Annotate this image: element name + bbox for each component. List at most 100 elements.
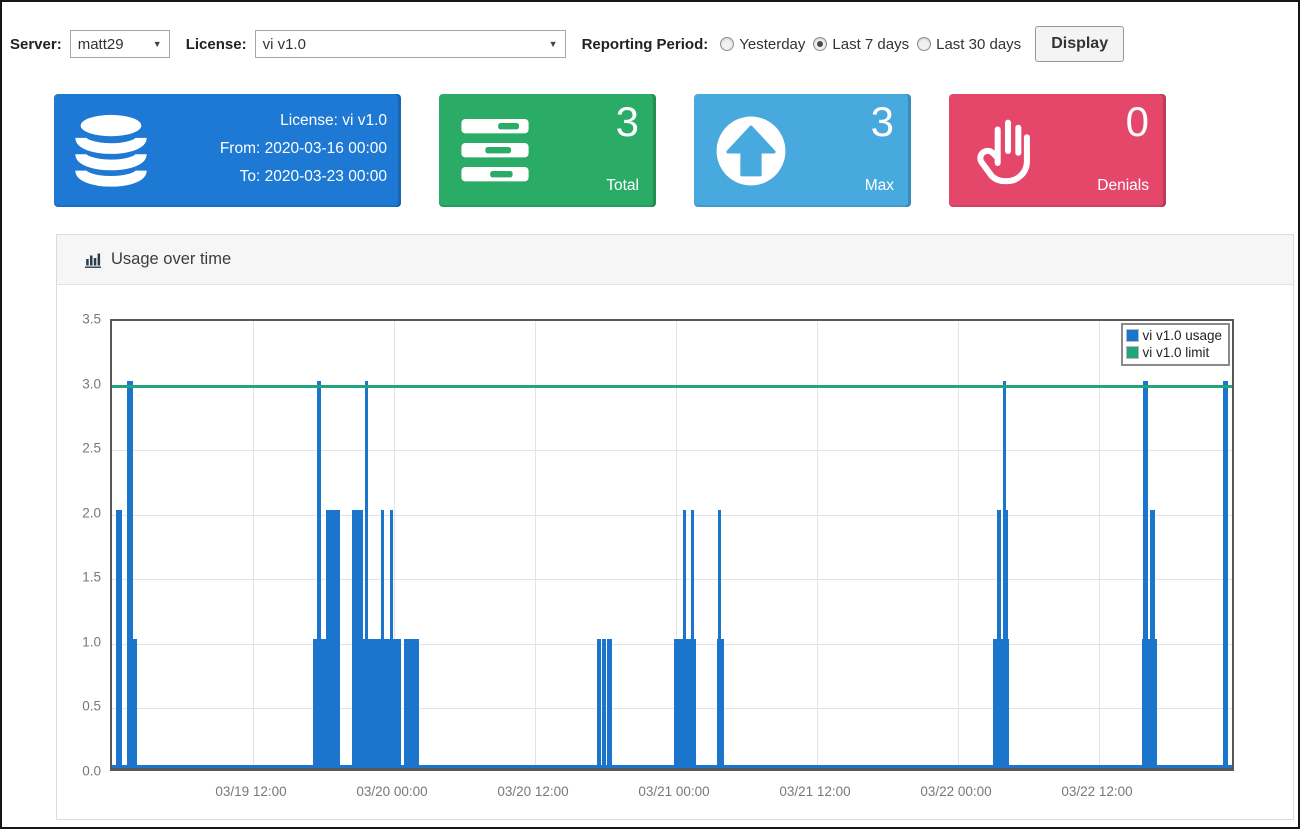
server-select[interactable]: matt29 ▼ <box>70 30 170 58</box>
radio-last-7-days[interactable]: Last 7 days <box>813 36 909 53</box>
y-tick-label: 2.5 <box>59 441 101 456</box>
y-axis-labels: 0.00.51.01.52.02.53.03.5 <box>59 319 105 771</box>
x-axis-labels: 03/19 12:00 03/20 00:00 03/20 12:00 03/21 0… <box>110 784 1234 804</box>
y-tick-label: 3.0 <box>59 376 101 391</box>
total-value: 3 <box>616 96 639 148</box>
max-card: 3 Max <box>694 94 911 207</box>
h-gridline <box>112 708 1232 709</box>
usage-baseline <box>112 765 1232 768</box>
v-gridline <box>1099 321 1100 768</box>
license-select-value: vi v1.0 <box>263 36 306 53</box>
usage-panel-title: Usage over time <box>111 250 231 269</box>
h-gridline <box>112 644 1232 645</box>
x-tick-label: 03/22 00:00 <box>901 784 1011 799</box>
radio-circle-icon[interactable] <box>917 37 931 51</box>
legend-row: vi v1.0 limit <box>1126 344 1222 361</box>
legend-label: vi v1.0 usage <box>1142 327 1222 344</box>
denials-value: 0 <box>1126 96 1149 148</box>
license-line: License: vi v1.0 <box>220 107 387 135</box>
x-tick-label: 03/20 00:00 <box>337 784 447 799</box>
legend-label: vi v1.0 limit <box>1142 344 1209 361</box>
usage-panel-header: Usage over time <box>57 235 1293 285</box>
license-select[interactable]: vi v1.0 ▼ <box>255 30 566 58</box>
from-line: From: 2020-03-16 00:00 <box>220 135 387 163</box>
usage-bar <box>997 510 1001 768</box>
v-gridline <box>958 321 959 768</box>
bar-chart-icon <box>83 250 102 269</box>
x-tick-label: 03/22 12:00 <box>1042 784 1152 799</box>
v-gridline <box>817 321 818 768</box>
x-tick-label: 03/19 12:00 <box>196 784 306 799</box>
denials-label: Denials <box>1097 177 1149 195</box>
usage-bar <box>1150 510 1155 768</box>
x-tick-label: 03/20 12:00 <box>478 784 588 799</box>
usage-bar <box>1223 381 1228 768</box>
license-info-card: License: vi v1.0 From: 2020-03-16 00:00 … <box>54 94 401 207</box>
to-line: To: 2020-03-23 00:00 <box>220 163 387 191</box>
total-card: 3 Total <box>439 94 656 207</box>
toolbar: Server: matt29 ▼ License: vi v1.0 ▼ Repo… <box>2 2 1298 72</box>
x-tick-label: 03/21 12:00 <box>760 784 870 799</box>
denials-card: 0 Denials <box>949 94 1166 207</box>
y-tick-label: 0.0 <box>59 764 101 779</box>
usage-bar <box>1143 381 1148 768</box>
license-label: License: <box>186 36 247 53</box>
display-button[interactable]: Display <box>1035 26 1124 62</box>
usage-bar <box>326 510 340 768</box>
radio-circle-icon[interactable] <box>813 37 827 51</box>
usage-bar <box>597 639 601 768</box>
usage-bar <box>368 639 381 768</box>
legend-swatch-icon <box>1126 346 1139 359</box>
usage-bar <box>1003 381 1006 768</box>
h-gridline <box>112 515 1232 516</box>
server-select-value: matt29 <box>78 36 124 53</box>
reporting-period-radiogroup: Yesterday Last 7 days Last 30 days <box>712 36 1021 53</box>
usage-bar <box>674 639 683 768</box>
limit-line <box>112 385 1232 388</box>
radio-yesterday[interactable]: Yesterday <box>720 36 805 53</box>
radio-last-30-days[interactable]: Last 30 days <box>917 36 1021 53</box>
usage-bar <box>607 639 612 768</box>
usage-bar <box>404 639 419 768</box>
h-gridline <box>112 579 1232 580</box>
hand-stop-icon <box>965 107 1051 195</box>
server-label: Server: <box>10 36 62 53</box>
caret-down-icon: ▼ <box>549 39 558 49</box>
radio-label: Last 7 days <box>832 36 909 53</box>
y-tick-label: 1.5 <box>59 570 101 585</box>
y-tick-label: 2.0 <box>59 505 101 520</box>
usage-bar <box>718 510 721 768</box>
usage-panel: Usage over time 0.0 0.5 1.0 1.5 2.0 2.5 3.0 3.5… <box>56 234 1294 820</box>
license-usage-dashboard: Server: matt29 ▼ License: vi v1.0 ▼ Repo… <box>0 0 1300 829</box>
max-label: Max <box>865 177 894 195</box>
y-tick-label: 1.0 <box>59 634 101 649</box>
h-gridline <box>112 450 1232 451</box>
usage-bar <box>116 510 122 768</box>
v-gridline <box>253 321 254 768</box>
y-tick-label: 3.5 <box>59 312 101 327</box>
total-label: Total <box>606 177 639 195</box>
usage-bar <box>133 639 137 768</box>
v-gridline <box>535 321 536 768</box>
usage-bar <box>352 510 363 768</box>
usage-bar <box>694 639 696 768</box>
x-tick-label: 03/21 00:00 <box>619 784 729 799</box>
license-card-text: License: vi v1.0 From: 2020-03-16 00:00 … <box>220 107 387 191</box>
arrow-up-circle-icon <box>710 110 792 192</box>
server-stack-icon <box>455 109 535 193</box>
reporting-period-label: Reporting Period: <box>582 36 709 53</box>
plot-area: vi v1.0 usagevi v1.0 limit <box>110 319 1234 771</box>
legend-swatch-icon <box>1126 329 1139 342</box>
max-value: 3 <box>871 96 894 148</box>
usage-bar <box>602 639 606 768</box>
caret-down-icon: ▼ <box>153 39 162 49</box>
legend-row: vi v1.0 usage <box>1126 327 1222 344</box>
database-icon <box>70 107 152 195</box>
y-tick-label: 0.5 <box>59 699 101 714</box>
radio-label: Last 30 days <box>936 36 1021 53</box>
usage-bar <box>393 639 401 768</box>
summary-cards: License: vi v1.0 From: 2020-03-16 00:00 … <box>54 94 1166 207</box>
radio-label: Yesterday <box>739 36 805 53</box>
chart-legend: vi v1.0 usagevi v1.0 limit <box>1121 323 1230 366</box>
radio-circle-icon[interactable] <box>720 37 734 51</box>
